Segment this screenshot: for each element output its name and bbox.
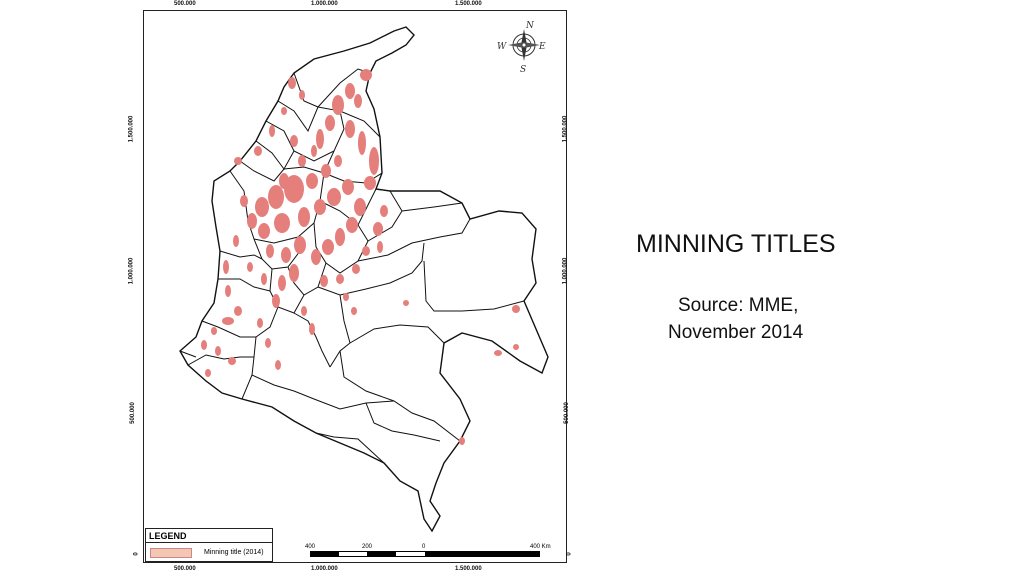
tick-right-3: 500.000 <box>563 402 570 424</box>
tick-left-4: 0 <box>133 552 140 556</box>
tick-bottom-3: 1.500.000 <box>455 566 482 572</box>
colombia-map: N S E W <box>179 21 549 533</box>
legend: LEGEND Minning title (2014) <box>145 528 273 562</box>
compass-w: W <box>497 42 507 52</box>
slide-title: MINNING TITLES <box>636 230 836 258</box>
scale-label-400-left: 400 <box>305 544 316 550</box>
compass-s: S <box>520 65 526 75</box>
tick-top-1: 500.000 <box>174 1 196 7</box>
source-line-2: November 2014 <box>668 322 804 343</box>
tick-left-1: 1.500.000 <box>128 115 135 143</box>
tick-right-4: 0 <box>566 552 573 556</box>
tick-right-2: 1.000.000 <box>562 257 569 285</box>
scale-label-200: 200 <box>362 544 373 550</box>
scale-label-400-km: 400 Km <box>530 544 551 550</box>
tick-top-3: 1.500.000 <box>455 1 482 7</box>
compass-n: N <box>525 21 535 31</box>
compass-e: E <box>538 42 546 52</box>
legend-label-mining-title: Minning title (2014) <box>204 549 264 556</box>
mining-titles-layer <box>201 69 520 445</box>
map-frame: N S E W <box>143 10 567 563</box>
tick-left-2: 1.000.000 <box>128 257 135 285</box>
source-line-1: Source: MME, <box>678 295 799 316</box>
tick-bottom-2: 1.000.000 <box>311 566 338 572</box>
compass-rose: N S E W <box>497 21 546 75</box>
tick-right-1: 1.500.000 <box>562 115 569 143</box>
legend-swatch-mining-title <box>150 548 192 558</box>
scale-bar <box>310 551 540 557</box>
scale-label-0: 0 <box>422 544 426 550</box>
tick-bottom-1: 500.000 <box>174 566 196 572</box>
tick-top-2: 1.000.000 <box>311 1 338 7</box>
legend-title: LEGEND <box>149 531 187 541</box>
tick-left-3: 500.000 <box>129 402 136 424</box>
legend-divider <box>146 542 272 543</box>
